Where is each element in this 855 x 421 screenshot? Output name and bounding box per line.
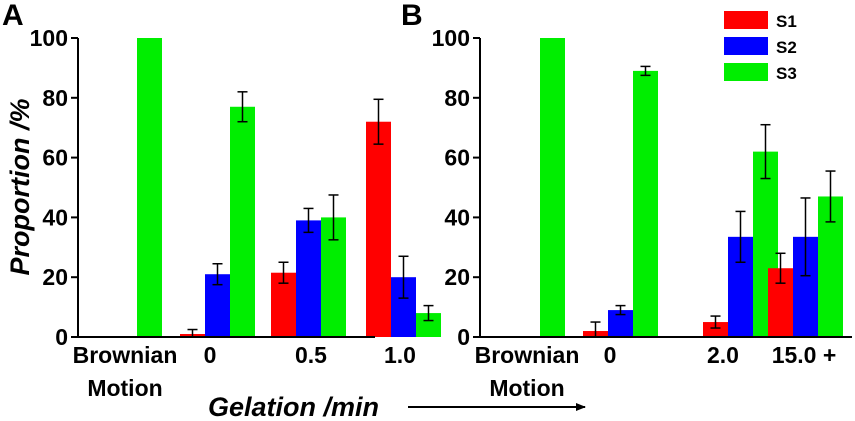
x-tick-label-line2-b-0: Motion: [489, 375, 564, 401]
x-tick-label-b-0: Brownian: [475, 342, 580, 368]
x-tick-label-b-1: 0: [604, 342, 617, 368]
y-tick-label-b-20: 20: [444, 264, 470, 290]
x-tick-label-line2-a-0: Motion: [87, 375, 162, 401]
bar-a-s3-1: [230, 106, 255, 338]
panel-a-ticks: Brownian Motion 0 0.5 1.0 0 20 40 60 80 100: [30, 25, 416, 401]
legend-label-s3: S3: [776, 64, 797, 83]
y-tick-label-a-20: 20: [42, 264, 68, 290]
bar-b-s1-2: [703, 322, 728, 337]
panel-b-ticks: Brownian Motion 0 2.0 15.0 + 0 20 40 60 80 100: [432, 25, 837, 401]
y-tick-label-b-0: 0: [457, 324, 470, 350]
x-axis-title: Gelation /min: [208, 392, 379, 421]
bar-b-s3-1: [633, 70, 658, 337]
bar-a-s3-3: [416, 313, 441, 337]
legend-swatch-s3: [724, 63, 768, 81]
y-tick-label-b-60: 60: [444, 145, 470, 171]
bar-a-s3-0: [137, 38, 162, 337]
x-tick-label-b-3: 15.0 +: [772, 342, 837, 368]
y-tick-label-a-80: 80: [42, 85, 68, 111]
bar-b-s3-0: [540, 38, 565, 337]
legend-label-s1: S1: [776, 12, 797, 31]
panel-b-letter: B: [401, 0, 423, 32]
bar-a-s2-2: [296, 220, 321, 337]
y-tick-label-a-40: 40: [42, 204, 68, 230]
x-tick-label-a-3: 1.0: [384, 342, 416, 368]
legend-swatch-s1: [724, 11, 768, 29]
y-tick-label-a-60: 60: [42, 145, 68, 171]
bar-a-s1-3: [366, 121, 391, 337]
x-tick-label-b-2: 2.0: [707, 342, 739, 368]
legend-swatch-s2: [724, 37, 768, 55]
panel-a: A Brownian Motion 0 0.5 1.0 0 20 40 60 80 100: [2, 0, 441, 401]
x-tick-label-a-2: 0.5: [295, 342, 327, 368]
x-tick-label-a-1: 0: [204, 342, 217, 368]
y-tick-label-b-40: 40: [444, 204, 470, 230]
y-tick-label-a-0: 0: [55, 324, 68, 350]
y-tick-label-a-100: 100: [30, 25, 68, 51]
panel-a-letter: A: [2, 0, 24, 32]
legend-label-s2: S2: [776, 38, 797, 57]
panel-b-bars: [540, 38, 843, 338]
x-tick-label-a-0: Brownian: [73, 342, 178, 368]
legend: S1 S2 S3: [724, 11, 797, 83]
y-axis-title: Proportion /%: [5, 99, 35, 276]
panel-a-bars: [137, 38, 441, 338]
y-tick-label-b-80: 80: [444, 85, 470, 111]
y-tick-label-b-100: 100: [432, 25, 470, 51]
panel-b: B Brownian Motion 0 2.0 15.0 + 0 20 40 60 80 100: [401, 0, 852, 401]
